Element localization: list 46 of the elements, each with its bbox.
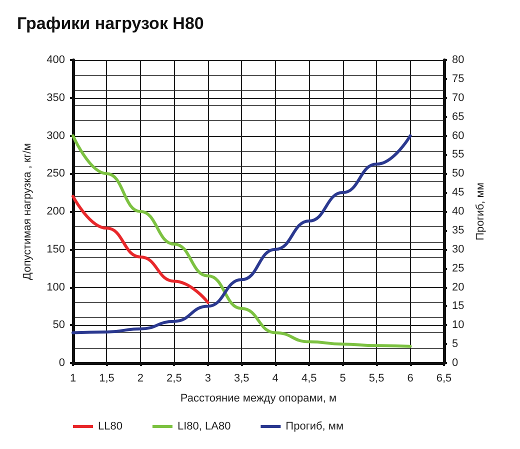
y2-tick-label: 55	[452, 148, 464, 161]
y2-tick-label: 65	[452, 110, 464, 123]
y2-tick-label: 20	[452, 281, 464, 294]
y2-tick-label: 0	[452, 357, 458, 369]
y2-tick-label: 10	[452, 319, 464, 332]
x-tick-label: 1	[70, 372, 76, 384]
line-series	[72, 194, 210, 304]
y-axis-title: Допустимая нагрузка , кг/м	[22, 143, 34, 280]
y2-tick-label: 45	[452, 186, 464, 199]
y2-tick-label: 35	[452, 224, 464, 236]
y-tick-label: 350	[46, 92, 65, 104]
x-axis-title: Расстояние между опорами, м	[180, 392, 337, 404]
y2-axis-title: Прогиб, мм	[474, 182, 487, 240]
x-tick-label: 3	[204, 372, 211, 384]
y2-tick-label: 15	[452, 300, 464, 312]
y2-tick-label: 30	[452, 243, 464, 256]
y-tick-label: 50	[52, 319, 65, 332]
y-tick-label: 250	[46, 168, 65, 180]
y2-tick-label: 40	[452, 206, 464, 218]
x-tick-label: 2	[137, 372, 144, 384]
y2-tick-label: 60	[452, 130, 464, 142]
y2-tick-label: 80	[452, 54, 464, 66]
legend-label: LL80	[98, 420, 122, 432]
x-tick-label: 2,5	[166, 372, 182, 384]
y-tick-label: 100	[46, 281, 65, 294]
x-tick-label: 5,5	[368, 372, 384, 384]
y2-tick-label: 5	[452, 338, 458, 350]
y2-tick-label: 75	[452, 72, 464, 85]
y-tick-label: 300	[46, 130, 65, 142]
y2-tick-label: 50	[452, 168, 464, 180]
x-tick-label: 6	[407, 372, 414, 384]
y2-tick-label: 25	[452, 262, 464, 274]
x-tick-label: 3,5	[234, 372, 250, 384]
x-tick-label: 4	[272, 372, 278, 384]
legend-label: LI80, LA80	[177, 420, 231, 432]
y-tick-label: 200	[46, 206, 65, 218]
y2-tick-label: 70	[452, 92, 464, 104]
x-tick-label: 5	[340, 372, 346, 384]
x-tick-label: 6,5	[436, 372, 452, 384]
y-tick-label: 150	[46, 243, 65, 256]
chart-title: Графики нагрузок H80	[17, 14, 204, 33]
y-tick-label: 0	[58, 357, 65, 369]
y-tick-label: 400	[46, 54, 65, 66]
legend-label: Прогиб, мм	[286, 420, 344, 432]
x-tick-label: 4,5	[301, 372, 317, 384]
x-tick-label: 1,5	[99, 372, 114, 384]
